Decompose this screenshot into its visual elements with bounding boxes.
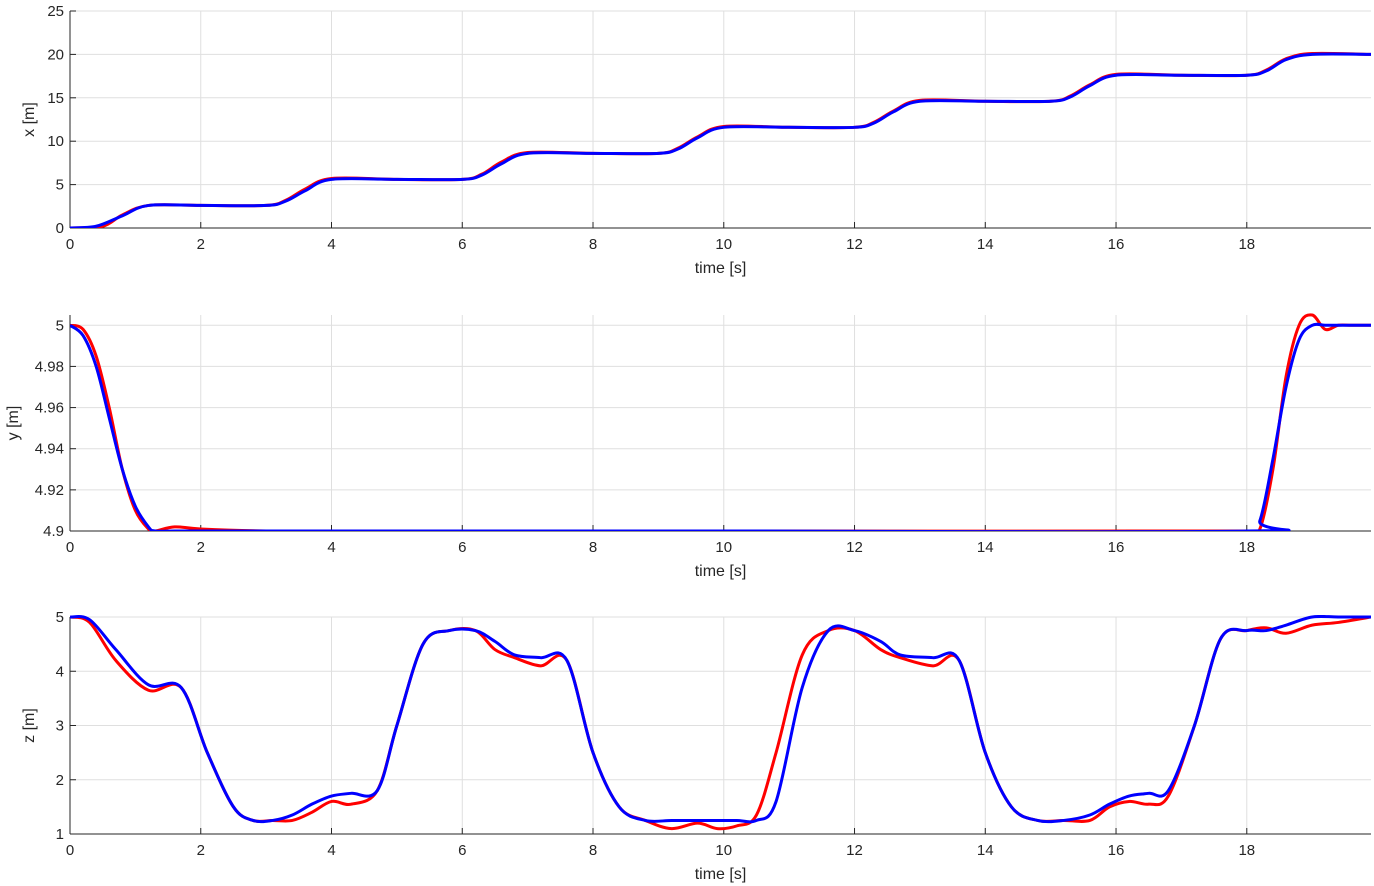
series-line-2 [70,615,1371,824]
x-tick-label: 12 [846,236,863,253]
y-tick-label: 5 [56,177,64,194]
y-tick-label: 5 [56,317,64,334]
y-tick-label: 4.96 [35,400,64,417]
x-axis-label: time [s] [695,563,747,580]
x-tick-label: 0 [66,539,74,556]
x-tick-label: 18 [1238,236,1255,253]
x-tick-label: 14 [977,236,994,253]
x-tick-label: 8 [589,539,597,556]
y-tick-label: 4.94 [35,441,64,458]
x-tick-label: 14 [977,842,994,859]
x-tick-label: 10 [715,842,732,859]
x-tick-label: 8 [589,236,597,253]
x-tick-label: 0 [66,236,74,253]
y-tick-label: 15 [47,90,64,107]
subplot-2: 0 2 4 6 8 10 12 14 16 18 4.9 4.92 4.94 4.96 4.98 5 time … [5,313,1371,580]
x-tick-label: 16 [1108,236,1125,253]
series-line-1 [70,615,1371,831]
x-tick-label: 16 [1108,539,1125,556]
y-axis-label: x [m] [21,102,38,137]
x-tick-label: 6 [458,539,466,556]
x-tick-label: 12 [846,842,863,859]
x-tick-label: 0 [66,842,74,859]
x-tick-label: 2 [197,842,205,859]
x-axis-label: time [s] [695,260,747,277]
series-line-2 [70,52,1371,228]
y-tick-label: 4.92 [35,482,64,499]
subplot-1: 0 2 4 6 8 10 12 14 16 18 0 5 10 15 20 25 time [s] x [m] [21,3,1371,277]
x-tick-label: 4 [327,236,335,253]
x-tick-label: 2 [197,539,205,556]
y-tick-label: 4.98 [35,358,64,375]
y-tick-label: 25 [47,3,64,20]
y-tick-label: 4.9 [43,523,64,540]
x-tick-label: 4 [327,842,335,859]
y-tick-label: 20 [47,46,64,63]
x-tick-label: 16 [1108,842,1125,859]
y-axis-label: z [m] [21,708,38,743]
y-tick-label: 4 [56,663,64,680]
x-tick-label: 10 [715,236,732,253]
x-tick-label: 4 [327,539,335,556]
x-tick-label: 6 [458,236,466,253]
x-tick-label: 14 [977,539,994,556]
y-tick-label: 2 [56,772,64,789]
y-tick-label: 1 [56,826,64,843]
y-tick-label: 3 [56,718,64,735]
x-tick-label: 12 [846,539,863,556]
y-tick-label: 5 [56,609,64,626]
series-line-1 [70,51,1371,228]
x-tick-label: 2 [197,236,205,253]
series-line-1 [70,313,1371,531]
y-axis-label: y [m] [5,406,22,441]
x-tick-label: 18 [1238,842,1255,859]
y-tick-label: 10 [47,133,64,150]
x-tick-label: 10 [715,539,732,556]
x-tick-label: 8 [589,842,597,859]
y-tick-label: 0 [56,220,64,237]
x-tick-label: 18 [1238,539,1255,556]
x-axis-label: time [s] [695,866,747,883]
series-line-2 [70,322,1371,531]
x-tick-label: 6 [458,842,466,859]
